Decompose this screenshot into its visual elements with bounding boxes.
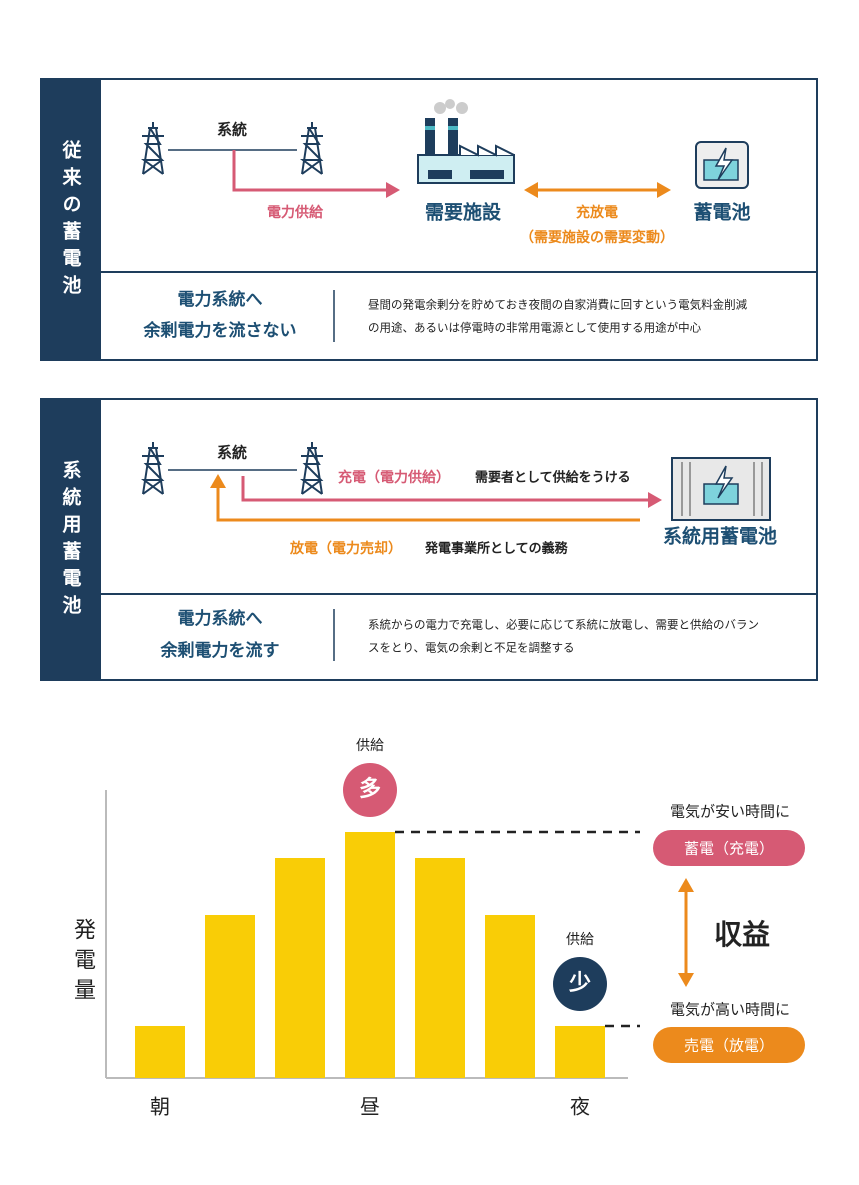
panel-frame — [40, 398, 818, 681]
bar — [135, 1026, 185, 1078]
panel-side — [40, 398, 101, 681]
annotation: 電気が高い時間に — [670, 1001, 790, 1019]
supply-arrow — [232, 150, 388, 192]
summary-line: 電力系統へ — [178, 608, 263, 629]
discharge-arrow — [216, 486, 640, 522]
facility-label: 需要施設 — [425, 201, 502, 224]
bar — [555, 1026, 605, 1078]
summary-line: 電力系統へ — [178, 289, 263, 310]
exchange-note: （需要施設の需要変動） — [520, 229, 674, 246]
profit-label: 収益 — [714, 918, 770, 951]
panel-side — [40, 78, 101, 361]
peak-badge-text: 多 — [359, 776, 381, 802]
discharge-note: 発電事業所としての義務 — [424, 541, 569, 557]
grid-label: 系統 — [217, 444, 247, 462]
discharge-label: 放電（電力売却） — [289, 540, 402, 557]
summary-line: 余剰電力を流さない — [143, 320, 297, 341]
grid-label: 系統 — [217, 121, 247, 139]
exchange-label: 充放電 — [576, 204, 618, 221]
arrow-head — [648, 492, 662, 508]
battery-icon — [695, 141, 749, 189]
annotation: 電気が安い時間に — [670, 803, 790, 821]
description-line: スをとり、電気の余剰と不足を調整する — [368, 641, 575, 655]
y-axis-label: 発電量 — [70, 918, 96, 1008]
bar — [415, 858, 465, 1078]
peak-label: 供給 — [356, 738, 384, 754]
summary-line: 余剰電力を流す — [160, 640, 280, 661]
x-tick-label: 朝 — [150, 1095, 170, 1119]
discharge-pill-label: 売電（放電） — [684, 1037, 774, 1055]
arrow-head — [210, 474, 226, 488]
charge-note: 需要者として供給をうける — [475, 470, 631, 486]
supply-label: 電力供給 — [267, 204, 324, 221]
x-tick-label: 昼 — [360, 1095, 380, 1119]
discharge-pill — [653, 1027, 805, 1063]
peak-badge — [343, 763, 397, 817]
factory-icon — [417, 99, 515, 184]
panel-side-title: 従来の蓄電池 — [60, 139, 83, 302]
battery-label: 系統用蓄電池 — [663, 525, 777, 548]
charge-label: 充電（電力供給） — [338, 469, 450, 486]
low-badge-text: 少 — [568, 971, 591, 996]
charge-pill-label: 蓄電（充電） — [684, 840, 774, 858]
container-battery-icon — [671, 457, 771, 521]
bar — [205, 915, 255, 1078]
battery-label: 蓄電池 — [693, 201, 750, 224]
bar — [275, 858, 325, 1078]
x-tick-label: 夜 — [570, 1095, 590, 1119]
description-line: 系統からの電力で充電し、必要に応じて系統に放電し、需要と供給のバラン — [368, 618, 759, 632]
low-label: 供給 — [566, 932, 594, 948]
bar — [485, 915, 535, 1078]
description-line: 昼間の発電余剰分を貯めておき夜間の自家消費に回すという電気料金削減 — [368, 298, 748, 312]
low-badge — [553, 957, 607, 1011]
panel-side-title: 系統用蓄電池 — [60, 460, 82, 622]
charge-arrow — [241, 476, 650, 502]
charge-pill — [653, 830, 805, 866]
arrow-head — [386, 182, 400, 198]
bar — [345, 832, 395, 1078]
description-line: の用途、あるいは停電時の非常用電源として使用する用途が中心 — [368, 321, 702, 335]
